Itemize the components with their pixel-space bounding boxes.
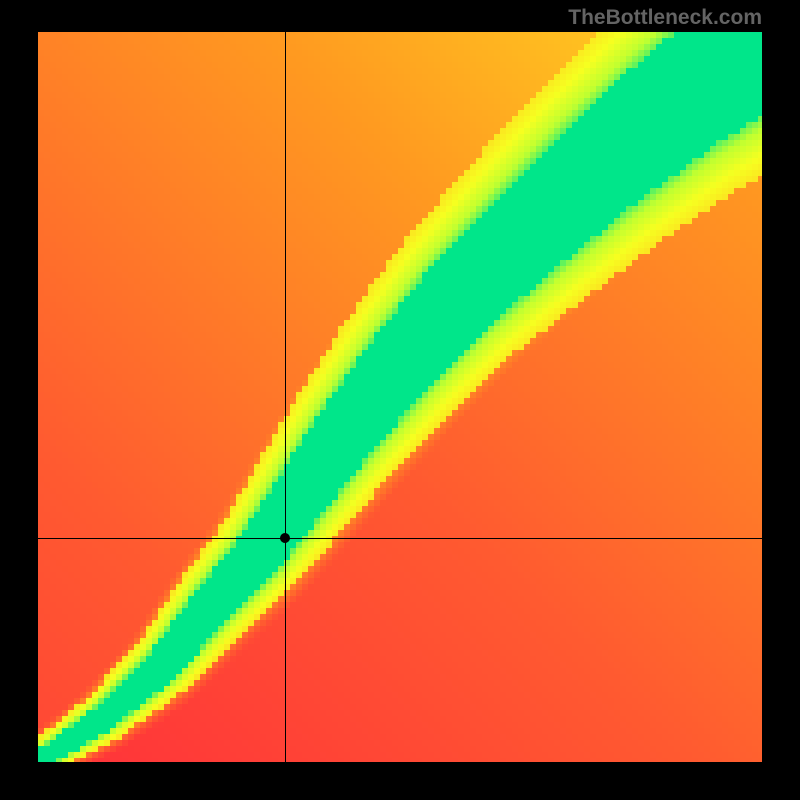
- data-point-marker: [280, 533, 290, 543]
- crosshair-vertical: [285, 32, 286, 762]
- watermark-text: TheBottleneck.com: [568, 6, 762, 30]
- crosshair-horizontal: [38, 538, 762, 539]
- chart-container: TheBottleneck.com: [0, 0, 800, 800]
- heatmap-canvas: [38, 32, 762, 762]
- plot-area: [38, 32, 762, 762]
